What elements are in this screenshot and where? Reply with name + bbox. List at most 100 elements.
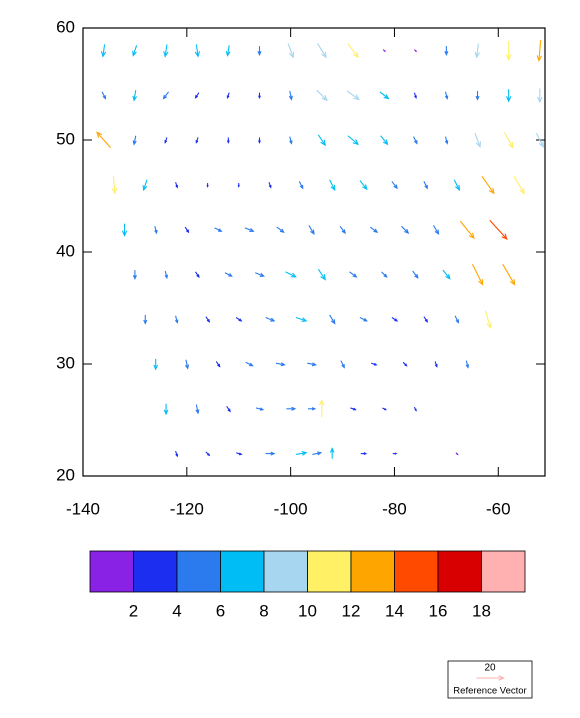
- arrow-head: [270, 317, 276, 322]
- arrow-shaft: [538, 40, 542, 61]
- colorbar-box: [350, 550, 395, 593]
- vector: [288, 90, 293, 101]
- arrow-head: [163, 409, 169, 416]
- arrow-head: [270, 451, 276, 456]
- arrow-head: [455, 319, 460, 324]
- vector: [162, 91, 170, 100]
- arrow-head: [475, 141, 481, 149]
- colorbar-box: [394, 550, 439, 593]
- arrow-shaft: [143, 179, 148, 191]
- vector: [308, 225, 315, 235]
- vector: [359, 180, 368, 191]
- arrow-shaft: [502, 263, 516, 285]
- arrow-head: [382, 139, 389, 146]
- arrow-head: [132, 275, 137, 280]
- vector: [453, 179, 460, 192]
- vector: [225, 45, 231, 57]
- arrow-shaft: [401, 225, 409, 234]
- vector: [164, 137, 168, 144]
- arrow-head: [498, 675, 505, 681]
- arrow-shaft: [329, 179, 336, 191]
- vector: [163, 403, 169, 416]
- arrow-shaft: [329, 314, 336, 324]
- arrow-head: [475, 95, 480, 101]
- arrow-head: [383, 273, 388, 278]
- vector: [536, 40, 543, 62]
- x-tick-label: -100: [274, 499, 308, 518]
- vector: [295, 451, 308, 456]
- arrow-head: [508, 142, 514, 149]
- arrow-head: [509, 279, 516, 286]
- vector: [185, 359, 190, 370]
- arrow-shaft: [432, 225, 440, 235]
- arrow-shaft: [195, 44, 199, 57]
- vector: [503, 132, 514, 149]
- vector: [392, 452, 398, 455]
- vector: [317, 43, 327, 59]
- arrow-head: [100, 51, 107, 58]
- arrow-shaft: [379, 91, 389, 100]
- arrow-head: [154, 229, 158, 235]
- arrow-head: [301, 317, 308, 322]
- arrow-shaft: [163, 91, 170, 99]
- vector: [215, 361, 221, 368]
- arrow-head: [434, 229, 440, 235]
- arrow-head: [195, 140, 199, 144]
- arrow-shaft: [164, 44, 168, 57]
- vector: [484, 310, 492, 329]
- arrow-head: [164, 274, 168, 280]
- x-tick-label: -120: [170, 499, 204, 518]
- colorbar-box: [437, 550, 482, 593]
- vector: [340, 360, 345, 369]
- vector: [265, 316, 276, 322]
- vector: [195, 137, 199, 144]
- vector: [308, 407, 317, 411]
- vector: [96, 131, 111, 149]
- arrow-head: [207, 453, 211, 457]
- vector: [506, 89, 512, 103]
- arrow-head: [394, 452, 398, 455]
- vector: [245, 361, 254, 367]
- vector: [224, 272, 233, 277]
- vector: [194, 92, 200, 99]
- arrow-head: [445, 273, 451, 280]
- arrow-head: [465, 364, 470, 369]
- arrow-shaft: [285, 271, 296, 278]
- vector: [163, 44, 169, 58]
- vector: [442, 269, 451, 280]
- arrow-shaft: [317, 43, 327, 58]
- arrow-head: [257, 51, 262, 56]
- arrow-shaft: [312, 452, 321, 455]
- arrow-shaft: [276, 226, 284, 233]
- arrow-head: [258, 95, 261, 100]
- vector: [413, 136, 418, 145]
- arrow-head: [194, 95, 199, 99]
- vector: [349, 271, 358, 278]
- arrow-shaft: [307, 362, 316, 366]
- arrow-head: [289, 140, 293, 145]
- colorbar-label: 12: [342, 601, 361, 620]
- arrow-head: [185, 364, 190, 370]
- vector: [307, 362, 317, 367]
- y-tick-label: 40: [56, 241, 75, 260]
- arrow-head: [424, 319, 429, 323]
- arrow-head: [238, 318, 243, 322]
- arrow-shaft: [453, 179, 460, 191]
- arrow-head: [225, 50, 231, 57]
- vector: [489, 219, 508, 240]
- colorbar-label: 18: [472, 601, 491, 620]
- vector: [459, 220, 475, 240]
- arrow-head: [258, 140, 261, 144]
- vector: [347, 135, 360, 146]
- vector: [164, 270, 168, 280]
- x-tick-label: -140: [66, 499, 100, 518]
- vector: [194, 44, 201, 58]
- arrow-shaft: [195, 404, 199, 414]
- vector: [258, 137, 261, 144]
- arrow-head: [280, 362, 286, 367]
- vector: [132, 135, 137, 146]
- arrow-head: [290, 272, 297, 278]
- vector: [413, 406, 417, 412]
- vector: [184, 226, 190, 234]
- vector: [226, 137, 230, 144]
